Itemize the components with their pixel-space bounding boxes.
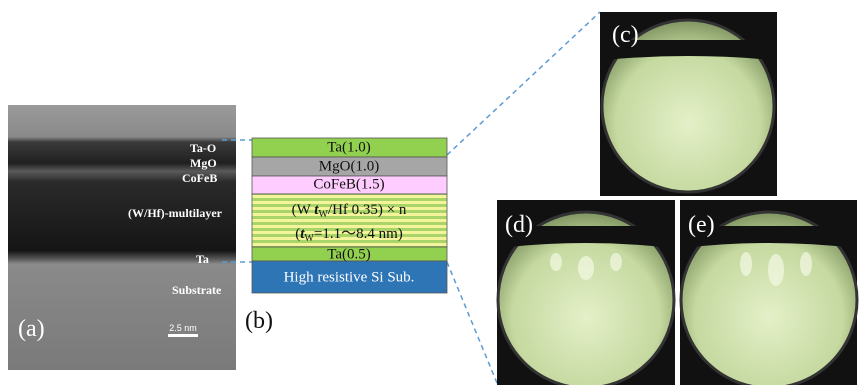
layer-label: Substrate xyxy=(172,283,222,297)
layer-label: CoFeB xyxy=(182,171,217,185)
rheed-e: (e) xyxy=(680,200,857,385)
figure: Ta-O MgO CoFeB (W/Hf)-multilayer Ta Subs… xyxy=(0,0,859,385)
stack-layer: High resistive Si Sub. xyxy=(284,269,415,285)
stack-layer: MgO(1.0) xyxy=(319,158,379,174)
layer-label: MgO xyxy=(190,156,217,170)
multilayer-line: (W tW/Hf 0.35) × n xyxy=(292,202,407,220)
stack-layer: CoFeB(1.5) xyxy=(313,176,384,192)
layer-label: Ta-O xyxy=(190,141,216,155)
stack-layer: Ta(1.0) xyxy=(327,139,371,155)
panel-a: Ta-O MgO CoFeB (W/Hf)-multilayer Ta Subs… xyxy=(8,105,236,370)
rheed-c: (c) xyxy=(600,12,777,196)
layer-label: Ta xyxy=(196,252,209,266)
scale-bar xyxy=(168,334,198,337)
panel-label: (d) xyxy=(505,212,533,238)
text: (W xyxy=(292,202,315,218)
panel-label: (c) xyxy=(612,22,639,48)
layer-label: (W/Hf)-multilayer xyxy=(128,206,223,220)
text: /Hf 0.35) × n xyxy=(328,202,407,218)
text: =1.1～8.4 nm) xyxy=(314,226,403,242)
panel-label: (e) xyxy=(688,212,715,238)
panel-label: (a) xyxy=(18,316,45,342)
rheed-d: (d) xyxy=(497,200,675,385)
panel-label: (b) xyxy=(245,308,273,334)
scale-bar-label: 2.5 nm xyxy=(169,323,197,333)
stack-layer: Ta(0.5) xyxy=(327,246,371,262)
